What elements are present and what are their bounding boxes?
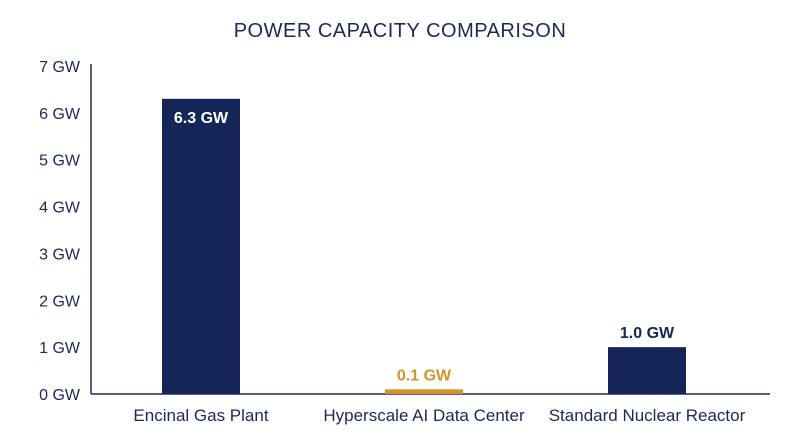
bar	[608, 347, 686, 394]
bar	[385, 389, 463, 394]
y-tick-label: 6 GW	[39, 106, 81, 123]
data-label: 1.0 GW	[620, 325, 675, 342]
y-tick-label: 0 GW	[39, 387, 81, 404]
y-axis-ticks: 0 GW 1 GW 2 GW 3 GW 4 GW 5 GW 6 GW 7 GW	[39, 59, 81, 404]
x-category-label: Hyperscale AI Data Center	[323, 406, 525, 425]
labels: 6.3 GW Encinal Gas Plant 0.1 GW Hyperscale …	[133, 110, 745, 425]
y-tick-label: 4 GW	[39, 200, 81, 217]
bars	[162, 98, 686, 395]
y-tick-label: 2 GW	[39, 293, 81, 310]
y-tick-label: 5 GW	[39, 153, 81, 170]
bar	[162, 98, 240, 395]
data-label: 6.3 GW	[174, 110, 229, 127]
chart-title: POWER CAPACITY COMPARISON	[233, 20, 567, 42]
y-tick-label: 7 GW	[39, 59, 81, 76]
y-tick-label: 3 GW	[39, 246, 81, 263]
x-category-label: Encinal Gas Plant	[133, 406, 268, 425]
data-label: 0.1 GW	[397, 367, 452, 384]
y-tick-label: 1 GW	[39, 340, 81, 357]
x-category-label: Standard Nuclear Reactor	[549, 406, 746, 425]
